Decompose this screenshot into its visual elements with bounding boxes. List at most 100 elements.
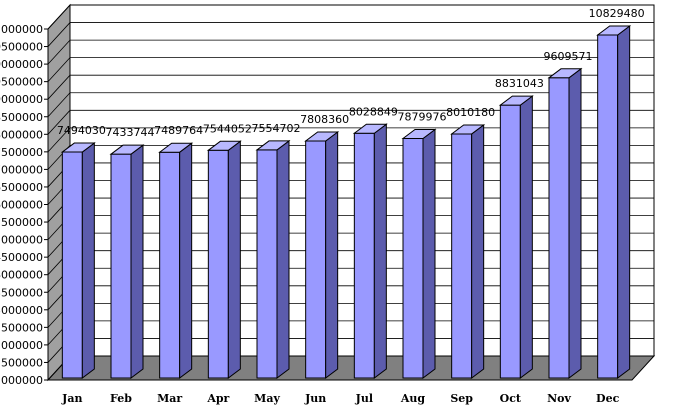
y-tick-label: 3500000 <box>0 286 43 299</box>
data-label: 7808360 <box>300 113 349 126</box>
y-tick-label: 11000000 <box>0 23 43 36</box>
bar-top <box>547 68 583 79</box>
bar-top <box>352 123 388 134</box>
data-label: 7554702 <box>252 122 301 135</box>
bar-side <box>227 140 241 379</box>
gridline-side <box>47 57 71 82</box>
bar-top <box>498 95 534 106</box>
bar-top <box>304 131 340 142</box>
bar-apr <box>206 140 242 379</box>
bar-side <box>422 128 436 379</box>
bar-side <box>568 67 582 379</box>
bar-top <box>596 25 632 36</box>
y-tick-label: 9500000 <box>0 76 43 89</box>
y-tick-label: 8500000 <box>0 111 43 124</box>
bar-side <box>325 131 339 379</box>
x-tick-label: Oct <box>500 392 522 405</box>
data-label: 7433744 <box>106 126 155 139</box>
x-tick-label: Jan <box>61 392 82 405</box>
bar-top <box>158 142 194 153</box>
bar-front <box>256 149 278 379</box>
bar-mar <box>158 142 194 379</box>
bar-side <box>130 144 144 379</box>
bar-top <box>109 144 145 155</box>
x-tick-label: Apr <box>206 392 229 405</box>
bar-front <box>353 132 375 379</box>
bar-jun <box>304 131 340 379</box>
data-label: 7489764 <box>154 124 203 137</box>
y-tick-label: 4500000 <box>0 251 43 264</box>
bar-side <box>471 123 485 379</box>
bar-jan <box>60 142 96 379</box>
bar-front <box>159 151 181 379</box>
x-tick-label: Mar <box>157 392 182 405</box>
x-tick-label: Aug <box>400 392 426 405</box>
bar-side <box>519 95 533 379</box>
bar-top <box>401 129 437 140</box>
y-tick-label: 6500000 <box>0 181 43 194</box>
y-tick-label: 9000000 <box>0 93 43 106</box>
bar-may <box>255 139 291 379</box>
gridline-side <box>47 110 71 135</box>
bar-side <box>179 142 193 379</box>
bar-front <box>61 151 83 379</box>
gridline-side <box>47 4 71 30</box>
data-label: 7879976 <box>398 111 447 124</box>
data-labels: 7494030 7433744 7489764 7544052 755470278083… <box>57 7 645 139</box>
y-tick-label: 5500000 <box>0 216 43 229</box>
gridline-side <box>47 92 71 118</box>
bar-top <box>206 140 242 151</box>
bar-jul <box>352 123 388 379</box>
y-tick-label: 10000000 <box>0 58 43 71</box>
bar-front <box>499 104 521 379</box>
y-tick-label: 2000000 <box>0 339 43 352</box>
bar-top <box>450 124 486 135</box>
bar-sep <box>450 123 486 379</box>
bar-feb <box>109 144 145 379</box>
y-axis: 1000000 1500000 2000000 2500000 3000000 35000… <box>0 23 49 387</box>
y-tick-label: 10500000 <box>0 41 43 54</box>
gridline-side <box>47 74 71 100</box>
y-tick-label: 1000000 <box>0 374 43 387</box>
x-tick-label: Nov <box>547 392 571 405</box>
y-tick-label: 1500000 <box>0 356 43 369</box>
bar-aug <box>401 128 437 379</box>
bar-top <box>60 142 96 153</box>
data-label: 8028849 <box>349 105 398 118</box>
data-label: 9609571 <box>544 50 593 63</box>
y-tick-label: 4000000 <box>0 269 43 282</box>
bar-side <box>617 24 631 379</box>
bar-oct <box>498 95 534 379</box>
bar-nov <box>547 67 583 379</box>
y-tick-label: 7500000 <box>0 146 43 159</box>
data-label: 7494030 <box>57 124 106 137</box>
y-tick-label: 2500000 <box>0 321 43 334</box>
bar-front <box>597 34 619 379</box>
bars <box>60 24 632 379</box>
bar-front <box>402 138 424 379</box>
bar-dec <box>596 24 632 379</box>
x-tick-label: May <box>254 392 280 405</box>
data-label: 8831043 <box>495 77 544 90</box>
bar-front <box>451 133 473 379</box>
x-tick-label: Feb <box>110 392 132 405</box>
gridline-side <box>47 39 71 65</box>
y-tick-label: 3000000 <box>0 304 43 317</box>
bar-top <box>255 140 291 151</box>
bar-side <box>81 142 95 379</box>
bar-front <box>110 153 132 379</box>
y-tick-label: 8000000 <box>0 128 43 141</box>
bar-front <box>207 149 229 379</box>
bar-side <box>373 123 387 379</box>
bar-front <box>548 77 570 379</box>
x-tick-label: Jul <box>355 392 373 405</box>
gridline-side <box>47 22 71 47</box>
y-tick-label: 7000000 <box>0 163 43 176</box>
bar-front <box>305 140 327 379</box>
data-label: 10829480 <box>589 7 645 20</box>
bar-side <box>276 139 290 379</box>
y-tick-label: 6000000 <box>0 199 43 212</box>
x-axis: Jan Feb Mar Apr May Jun Jul Aug Sep Oct Nov Dec <box>61 392 619 405</box>
